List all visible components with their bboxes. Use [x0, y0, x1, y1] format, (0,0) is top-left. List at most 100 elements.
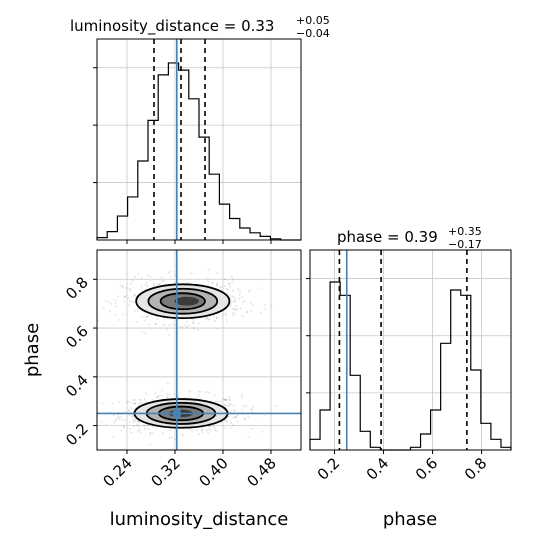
joint-scatter-point [101, 402, 104, 405]
joint-scatter-point [142, 424, 145, 427]
joint-scatter-point [134, 402, 136, 405]
joint-scatter-point [160, 276, 163, 279]
joint-scatter-point [197, 322, 200, 325]
joint-scatter-point [128, 304, 130, 307]
joint-scatter-point [134, 275, 136, 278]
joint-scatter-point [146, 424, 149, 427]
joint-scatter-point [116, 295, 119, 298]
joint-scatter-point [201, 429, 204, 432]
joint-scatter-point [113, 414, 115, 417]
joint-scatter-point [201, 431, 204, 433]
joint-scatter-point [224, 314, 227, 317]
joint-scatter-point [233, 404, 235, 407]
joint-scatter-point [207, 431, 209, 434]
joint-scatter-point [233, 300, 236, 302]
joint-scatter-point [232, 416, 235, 419]
joint-scatter-point [132, 421, 135, 424]
joint-scatter-point [242, 404, 245, 407]
joint-scatter-point [230, 275, 233, 278]
joint-scatter-point [133, 419, 136, 422]
joint-scatter-point [225, 312, 227, 315]
joint-scatter-point [123, 296, 126, 298]
joint-scatter-point [163, 279, 166, 282]
joint-scatter-point [149, 280, 152, 282]
joint-scatter-point [137, 420, 140, 423]
joint-scatter-point [132, 300, 135, 303]
joint-scatter-point [129, 289, 132, 292]
joint-scatter-point [226, 288, 229, 291]
joint-scatter-point [128, 413, 131, 416]
joint-scatter-point [224, 419, 226, 422]
joint-scatter-point [171, 323, 174, 326]
luminosity-distance-title: luminosity_distance = 0.33 [70, 17, 274, 36]
phase-histogram-panel: 0.2 0.4 0.6 0.8 phase = 0.39 +0.35 −0.17 ph… [306, 225, 512, 530]
joint-scatter-point [177, 395, 180, 398]
joint-scatter-point [149, 433, 151, 436]
phase-title-plus: +0.35 [448, 225, 482, 238]
joint-scatter-point [231, 280, 234, 283]
luminosity-distance-title-param: luminosity_distance [70, 17, 219, 36]
joint-scatter-point [115, 418, 118, 420]
joint-scatter-point [128, 421, 131, 424]
joint-scatter-point [123, 419, 126, 422]
joint-scatter-point [216, 285, 219, 287]
joint-scatter-point [263, 308, 266, 311]
joint-scatter-point [188, 390, 191, 393]
joint-scatter-point [199, 390, 202, 393]
joint-scatter-point [121, 285, 124, 288]
joint-scatter-point [137, 273, 140, 276]
joint-scatter-point [211, 282, 214, 285]
joint-scatter-point [158, 283, 160, 286]
joint-scatter-point [233, 296, 235, 299]
joint-scatter-point [136, 420, 139, 422]
joint-scatter-point [261, 430, 264, 433]
joint-scatter-point [144, 283, 147, 286]
joint-scatter-point [190, 272, 193, 275]
joint-scatter-point [193, 327, 195, 329]
joint-scatter-point [129, 287, 132, 290]
joint-scatter-point [134, 419, 137, 422]
joint-scatter-point [118, 400, 121, 403]
joint-scatter-point [241, 396, 244, 399]
joint-scatter-point [217, 400, 220, 403]
joint-scatter-point [140, 399, 142, 401]
joint-scatter-point [117, 415, 120, 418]
joint-scatter-point [215, 400, 217, 403]
joint-scatter-point [123, 426, 125, 429]
joint-scatter-point [234, 307, 237, 310]
joint-scatter-point [225, 404, 227, 407]
joint-scatter-point [251, 428, 254, 430]
joint-scatter-point [204, 317, 207, 320]
joint-scatter-point [110, 302, 113, 305]
joint-scatter-point [239, 291, 241, 294]
joint-scatter-point [212, 425, 215, 428]
joint-scatter-point [241, 409, 244, 411]
joint-scatter-point [151, 398, 154, 401]
joint-scatter-point [229, 297, 232, 299]
joint-ytick-label: 0.8 [62, 273, 92, 303]
joint-density-level [174, 296, 200, 306]
joint-scatter-point [224, 399, 226, 401]
joint-scatter-point [114, 420, 117, 423]
joint-scatter-point [205, 429, 208, 432]
phase-hist-xtick-label: 0.6 [412, 454, 442, 484]
joint-scatter-point [229, 427, 232, 430]
joint-scatter-point [134, 309, 136, 312]
joint-scatter-point [185, 320, 188, 323]
joint-scatter-point [127, 296, 130, 299]
joint-scatter-point [166, 328, 168, 331]
joint-density-panel: 0.24 0.32 0.40 0.48 0.2 0.4 0.6 0.8 luminosity_… [22, 249, 302, 530]
joint-scatter-point [236, 414, 239, 417]
joint-scatter-point [107, 301, 110, 303]
joint-scatter-point [228, 411, 231, 413]
joint-scatter-point [243, 417, 246, 420]
joint-scatter-point [231, 307, 234, 310]
joint-scatter-point [241, 296, 244, 298]
joint-scatter-point [225, 421, 228, 424]
joint-scatter-point [184, 324, 186, 327]
joint-scatter-point [230, 403, 232, 405]
joint-scatter-point [198, 433, 201, 435]
joint-scatter-point [274, 405, 277, 407]
joint-scatter-point [130, 431, 133, 434]
joint-scatter-point [167, 271, 170, 274]
